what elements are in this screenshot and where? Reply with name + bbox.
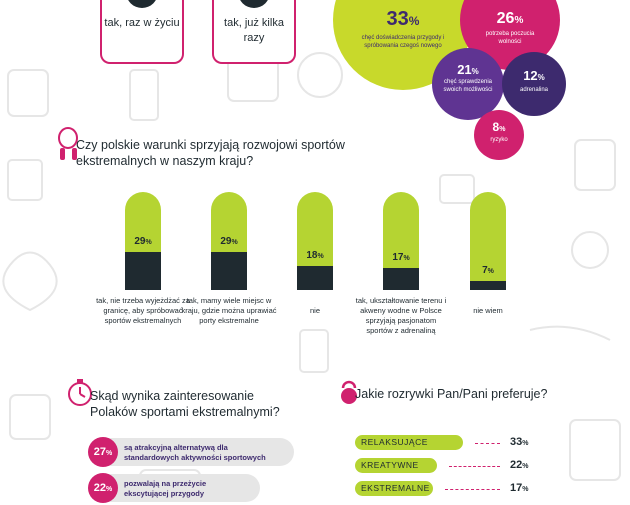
bubble-value: 8 — [492, 120, 500, 134]
reason-text: są atrakcyjną alternatywą dla standardow… — [124, 443, 266, 462]
bubble-label: chęć doświadczenia przygody i spróbowani… — [361, 35, 445, 49]
preference-dash — [445, 489, 500, 490]
bubble-risk: 8% ryzyko — [474, 110, 524, 160]
jump-rope-icon — [58, 127, 78, 160]
card-label: tak, już kilka razy — [224, 17, 284, 44]
bar-value-label: 18% — [306, 250, 324, 261]
bubble-label: adrenalina — [519, 87, 549, 93]
bubble-label: ryzyko — [490, 137, 508, 143]
reason-text: pozwalają na przeżycie ekscytującej przy… — [124, 479, 207, 498]
kettlebell-icon — [341, 380, 357, 404]
preference-dash — [449, 466, 500, 467]
bar-value-label: 17% — [392, 252, 410, 263]
preference-value: 33% — [510, 436, 529, 448]
bubble-value: 21 — [457, 62, 472, 77]
card-dot — [126, 0, 158, 8]
bar-category-label: tak, nie trzeba wyjeżdżać za granicę, ab… — [96, 296, 190, 325]
reason-item: 27% są atrakcyjną alternatywą dla standa… — [88, 437, 294, 467]
reason-badge: 22% — [88, 473, 118, 503]
question-preferences: Jakie rozrywki Pan/Pani preferuje? — [355, 387, 548, 401]
bar-chart: 29% tak, nie trzeba wyjeżdżać za granicę,… — [96, 192, 506, 335]
question-conditions: Czy polskie warunki sprzyjają rozwojowi … — [76, 138, 345, 168]
bar-value-label: 7% — [482, 265, 494, 276]
bar-value-label: 29% — [134, 236, 152, 247]
answer-card-once: tak, raz w życiu — [100, 0, 184, 64]
bubble-value: 33 — [386, 8, 409, 30]
preference-dash — [475, 443, 500, 444]
bar-value-label: 29% — [220, 236, 238, 247]
preference-value: 17% — [510, 482, 529, 494]
bar: 18% — [297, 192, 333, 290]
preference-label: RELAKSUJĄCE — [361, 437, 428, 447]
preference-label: EKSTREMALNE — [361, 483, 430, 493]
preference-pill: RELAKSUJĄCE — [355, 435, 463, 450]
bar-category-label: tak, mamy wiele miejsc w kraju, gdzie mo… — [181, 296, 277, 325]
bubble-value: 26 — [496, 10, 515, 27]
answer-card-several: tak, już kilka razy — [212, 0, 296, 64]
bubble-value: 12 — [523, 68, 538, 83]
bar-category-label: nie — [309, 306, 320, 315]
preference-pill: EKSTREMALNE — [355, 481, 433, 496]
question-interest: Skąd wynika zainteresowanie Polaków spor… — [90, 389, 280, 419]
bar: 29% — [211, 192, 247, 290]
preference-value: 22% — [510, 459, 529, 471]
preference-label: KREATYWNE — [361, 460, 419, 470]
bubble-label: potrzeba poczucia wolności — [485, 31, 535, 45]
preference-pill: KREATYWNE — [355, 458, 437, 473]
bubble-abilities: 21% chęć sprawdzenia swoich możliwości — [432, 48, 504, 120]
bubble-label: chęć sprawdzenia swoich możliwości — [443, 79, 493, 93]
bar: 7% — [470, 192, 506, 290]
card-label: tak, raz w życiu — [104, 17, 180, 29]
bar-category-label: tak, ukształtowanie terenu i akweny wodn… — [355, 296, 447, 335]
bar: 29% — [125, 192, 161, 290]
bar: 17% — [383, 192, 419, 290]
stopwatch-icon — [68, 379, 92, 406]
card-dot — [238, 0, 270, 8]
reason-item: 22% pozwalają na przeżycie ekscytującej … — [88, 473, 260, 503]
bar-category-label: nie wiem — [473, 306, 503, 315]
bubble-adrenaline: 12% adrenalina — [502, 52, 566, 116]
reason-badge: 27% — [88, 437, 118, 467]
